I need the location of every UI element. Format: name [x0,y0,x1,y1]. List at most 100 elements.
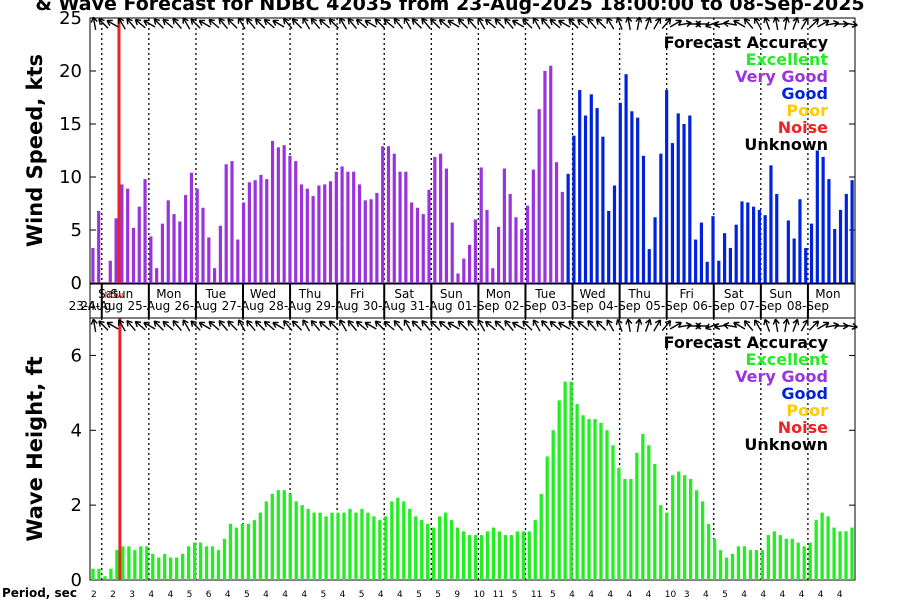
bar-wind [218,225,222,283]
arrow-head [511,321,519,328]
arrow-head [635,16,643,23]
bar-wave [252,520,256,580]
wind-arrow [577,320,589,331]
arrow-head [98,18,105,25]
bar-wind [375,192,379,283]
bar-wave [641,434,645,580]
legend-item: Excellent [746,50,829,69]
legend-title: Forecast Accuracy [664,33,829,52]
y-tick-label: 20 [59,61,82,82]
arrow-head [126,319,133,327]
period-value: 4 [148,590,154,600]
bar-wind [386,146,391,283]
period-value: 4 [225,590,231,600]
bar-wind [369,199,373,283]
bar-wind [207,237,211,283]
bar-wave [575,404,579,580]
bar-wind [247,182,251,283]
bar-wave [157,557,161,580]
wind-arrow [522,320,533,331]
arrow-head [705,323,712,331]
arrow-shaft [764,18,771,30]
arrow-shaft [219,320,229,332]
bar-wind [328,181,333,283]
arrow-shaft [478,18,486,30]
arrow-head [447,321,454,328]
bar-wave [169,557,173,580]
arrow-head [522,320,529,327]
bar-wind [178,221,182,283]
period-value: 9 [454,590,460,600]
wind-arrow [198,321,211,330]
arrow-head [355,320,363,328]
wind-arrow [541,17,551,30]
bar-wind [769,165,773,283]
bar-wind [172,214,176,283]
arrow-shaft [264,19,275,29]
wind-arrow [355,320,367,331]
bar-wind [751,206,756,283]
arrow-head [339,319,346,326]
arrow-head [577,18,584,26]
bar-wind [299,184,304,283]
period-value: 5 [187,590,193,600]
wind-arrow [364,19,377,28]
wind-arrow [218,17,229,30]
wind-arrow [319,320,331,331]
arrow-shaft [154,19,164,29]
arrow-head [411,18,419,25]
wind-arrow [606,319,615,332]
wind-arrow [782,16,790,31]
bar-wave [318,512,322,580]
day-name: Sun [769,287,792,301]
bar-wind [160,223,165,283]
bar-wave [408,508,412,580]
period-value: 5 [512,590,518,600]
bar-wind [775,193,779,283]
wind-arrow [393,17,404,30]
bar-wave [527,531,531,580]
arrow-shaft [734,20,746,28]
arrow-head [126,17,133,25]
arrow-head [254,320,262,327]
arrow-head [606,17,613,24]
period-value: 4 [282,590,288,600]
arrow-head [198,321,205,328]
bar-wind [508,193,512,283]
arrow-head [182,17,189,24]
arrow-head [635,318,643,325]
bar-wave [623,478,627,580]
wind-arrow [421,17,431,30]
arrow-shaft [513,20,525,28]
bar-wave [414,516,418,580]
arrow-shaft [559,20,571,28]
bar-wind [236,239,240,283]
y-tick-label: 15 [59,114,82,135]
wind-arrow [511,19,525,28]
arrow-head [723,20,730,28]
wind-arrow [532,17,541,30]
bar-wave [121,546,125,580]
arrow-shaft [596,321,607,331]
bar-wave [617,467,621,580]
wind-arrow [792,16,800,30]
arrow-shaft [627,17,631,31]
arrow-head [447,19,454,26]
arrow-head [347,319,354,327]
wind-arrow [90,318,98,333]
arrow-shaft [209,321,220,331]
bar-wind [201,207,205,283]
bar-wave [635,452,639,580]
bar-wind [270,140,275,283]
bar-wind [126,188,130,283]
bar-wind [155,268,159,283]
legend-item: Noise [778,118,828,137]
wind-arrow [291,320,303,331]
arrow-shaft [653,320,661,332]
wind-arrow [661,17,672,30]
arrow-head [625,318,633,325]
bar-wind [612,185,617,283]
bar-wind [230,161,234,283]
arrow-shaft [319,19,331,29]
wind-arrow [800,319,809,332]
